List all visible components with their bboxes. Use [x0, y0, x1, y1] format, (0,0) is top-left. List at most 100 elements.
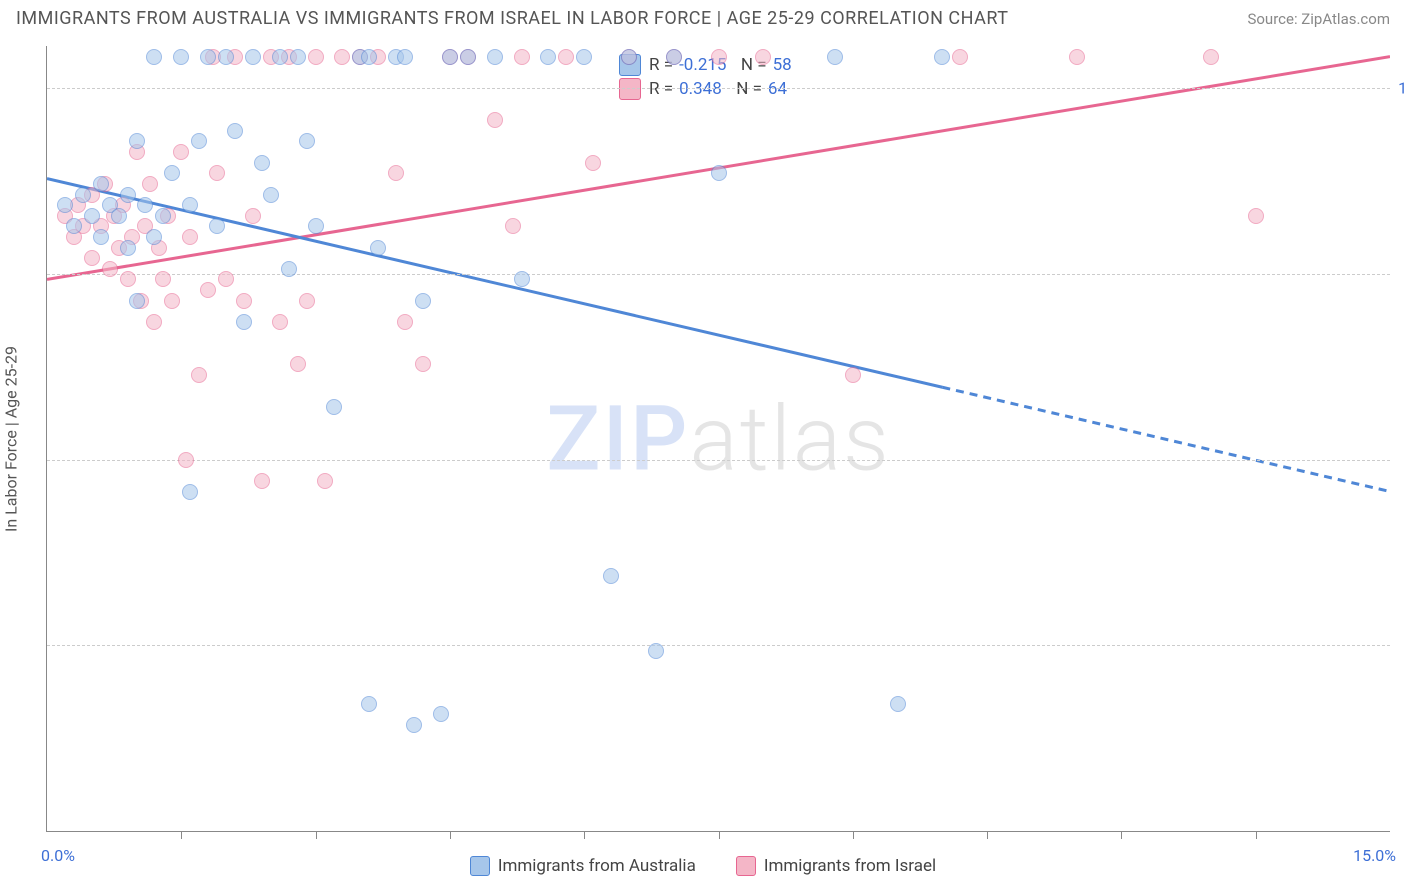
- point-australia: [173, 49, 189, 65]
- point-australia: [415, 293, 431, 309]
- point-australia: [361, 696, 377, 712]
- xtick: [1256, 831, 1257, 839]
- point-australia: [648, 643, 664, 659]
- point-australia: [326, 399, 342, 415]
- plot-area: In Labor Force | Age 25-29 ZIPatlas R = …: [46, 46, 1390, 832]
- correlation-legend: R = -0.215 N = 58 R = 0.348 N = 64: [611, 48, 806, 106]
- point-israel: [711, 49, 727, 65]
- point-australia: [129, 293, 145, 309]
- yaxis-title: In Labor Force | Age 25-29: [2, 345, 21, 531]
- xtick: [450, 831, 451, 839]
- gridline: [47, 274, 1390, 275]
- watermark-zip: ZIP: [546, 386, 689, 491]
- trendlines-svg: [47, 46, 1390, 831]
- xtick: [1121, 831, 1122, 839]
- legend-item-australia: Immigrants from Australia: [470, 856, 696, 876]
- trendline-dashed: [942, 387, 1390, 491]
- point-australia: [406, 717, 422, 733]
- ytick-label: 100.0%: [1398, 79, 1406, 98]
- point-australia: [361, 49, 377, 65]
- point-australia: [84, 208, 100, 224]
- point-australia: [621, 49, 637, 65]
- point-israel: [200, 282, 216, 298]
- point-australia: [93, 176, 109, 192]
- swatch-australia: [470, 856, 490, 876]
- point-israel: [585, 155, 601, 171]
- point-australia: [827, 49, 843, 65]
- legend-label: Immigrants from Australia: [498, 856, 696, 876]
- xtick: [719, 831, 720, 839]
- point-australia: [146, 49, 162, 65]
- point-israel: [1248, 208, 1264, 224]
- point-israel: [299, 293, 315, 309]
- point-israel: [272, 314, 288, 330]
- point-australia: [191, 133, 207, 149]
- point-australia: [146, 229, 162, 245]
- point-australia: [514, 271, 530, 287]
- point-australia: [111, 208, 127, 224]
- gridline: [47, 460, 1390, 461]
- point-israel: [164, 293, 180, 309]
- point-australia: [120, 240, 136, 256]
- watermark: ZIPatlas: [546, 386, 891, 491]
- point-israel: [845, 367, 861, 383]
- point-israel: [397, 314, 413, 330]
- point-australia: [576, 49, 592, 65]
- point-australia: [155, 208, 171, 224]
- point-australia: [254, 155, 270, 171]
- point-australia: [487, 49, 503, 65]
- xtick: [987, 831, 988, 839]
- point-australia: [299, 133, 315, 149]
- point-israel: [755, 49, 771, 65]
- point-australia: [540, 49, 556, 65]
- point-australia: [120, 187, 136, 203]
- point-israel: [290, 356, 306, 372]
- point-australia: [263, 187, 279, 203]
- point-australia: [666, 49, 682, 65]
- chart-container: IMMIGRANTS FROM AUSTRALIA VS IMMIGRANTS …: [0, 0, 1406, 892]
- point-australia: [137, 197, 153, 213]
- point-israel: [334, 49, 350, 65]
- point-australia: [603, 568, 619, 584]
- point-israel: [1069, 49, 1085, 65]
- legend-label: Immigrants from Israel: [764, 856, 936, 876]
- point-australia: [218, 49, 234, 65]
- source-attribution: Source: ZipAtlas.com: [1247, 10, 1390, 28]
- xtick: [181, 831, 182, 839]
- point-australia: [890, 696, 906, 712]
- point-australia: [182, 197, 198, 213]
- point-australia: [129, 133, 145, 149]
- point-australia: [397, 49, 413, 65]
- point-israel: [236, 293, 252, 309]
- point-australia: [245, 49, 261, 65]
- point-israel: [178, 452, 194, 468]
- point-australia: [66, 218, 82, 234]
- point-israel: [209, 165, 225, 181]
- n-value: 58: [773, 55, 792, 75]
- gridline: [47, 645, 1390, 646]
- point-israel: [308, 49, 324, 65]
- point-australia: [200, 49, 216, 65]
- swatch-israel: [736, 856, 756, 876]
- watermark-atlas: atlas: [689, 386, 890, 491]
- point-israel: [388, 165, 404, 181]
- point-australia: [370, 240, 386, 256]
- point-israel: [245, 208, 261, 224]
- point-australia: [711, 165, 727, 181]
- point-israel: [84, 250, 100, 266]
- point-australia: [227, 123, 243, 139]
- point-israel: [317, 473, 333, 489]
- point-australia: [433, 706, 449, 722]
- xtick: [853, 831, 854, 839]
- trendline: [47, 179, 942, 388]
- xtick: [316, 831, 317, 839]
- point-israel: [191, 367, 207, 383]
- point-australia: [93, 229, 109, 245]
- point-australia: [308, 218, 324, 234]
- point-israel: [182, 229, 198, 245]
- point-israel: [120, 271, 136, 287]
- point-israel: [558, 49, 574, 65]
- point-australia: [209, 218, 225, 234]
- xtick: [584, 831, 585, 839]
- point-australia: [182, 484, 198, 500]
